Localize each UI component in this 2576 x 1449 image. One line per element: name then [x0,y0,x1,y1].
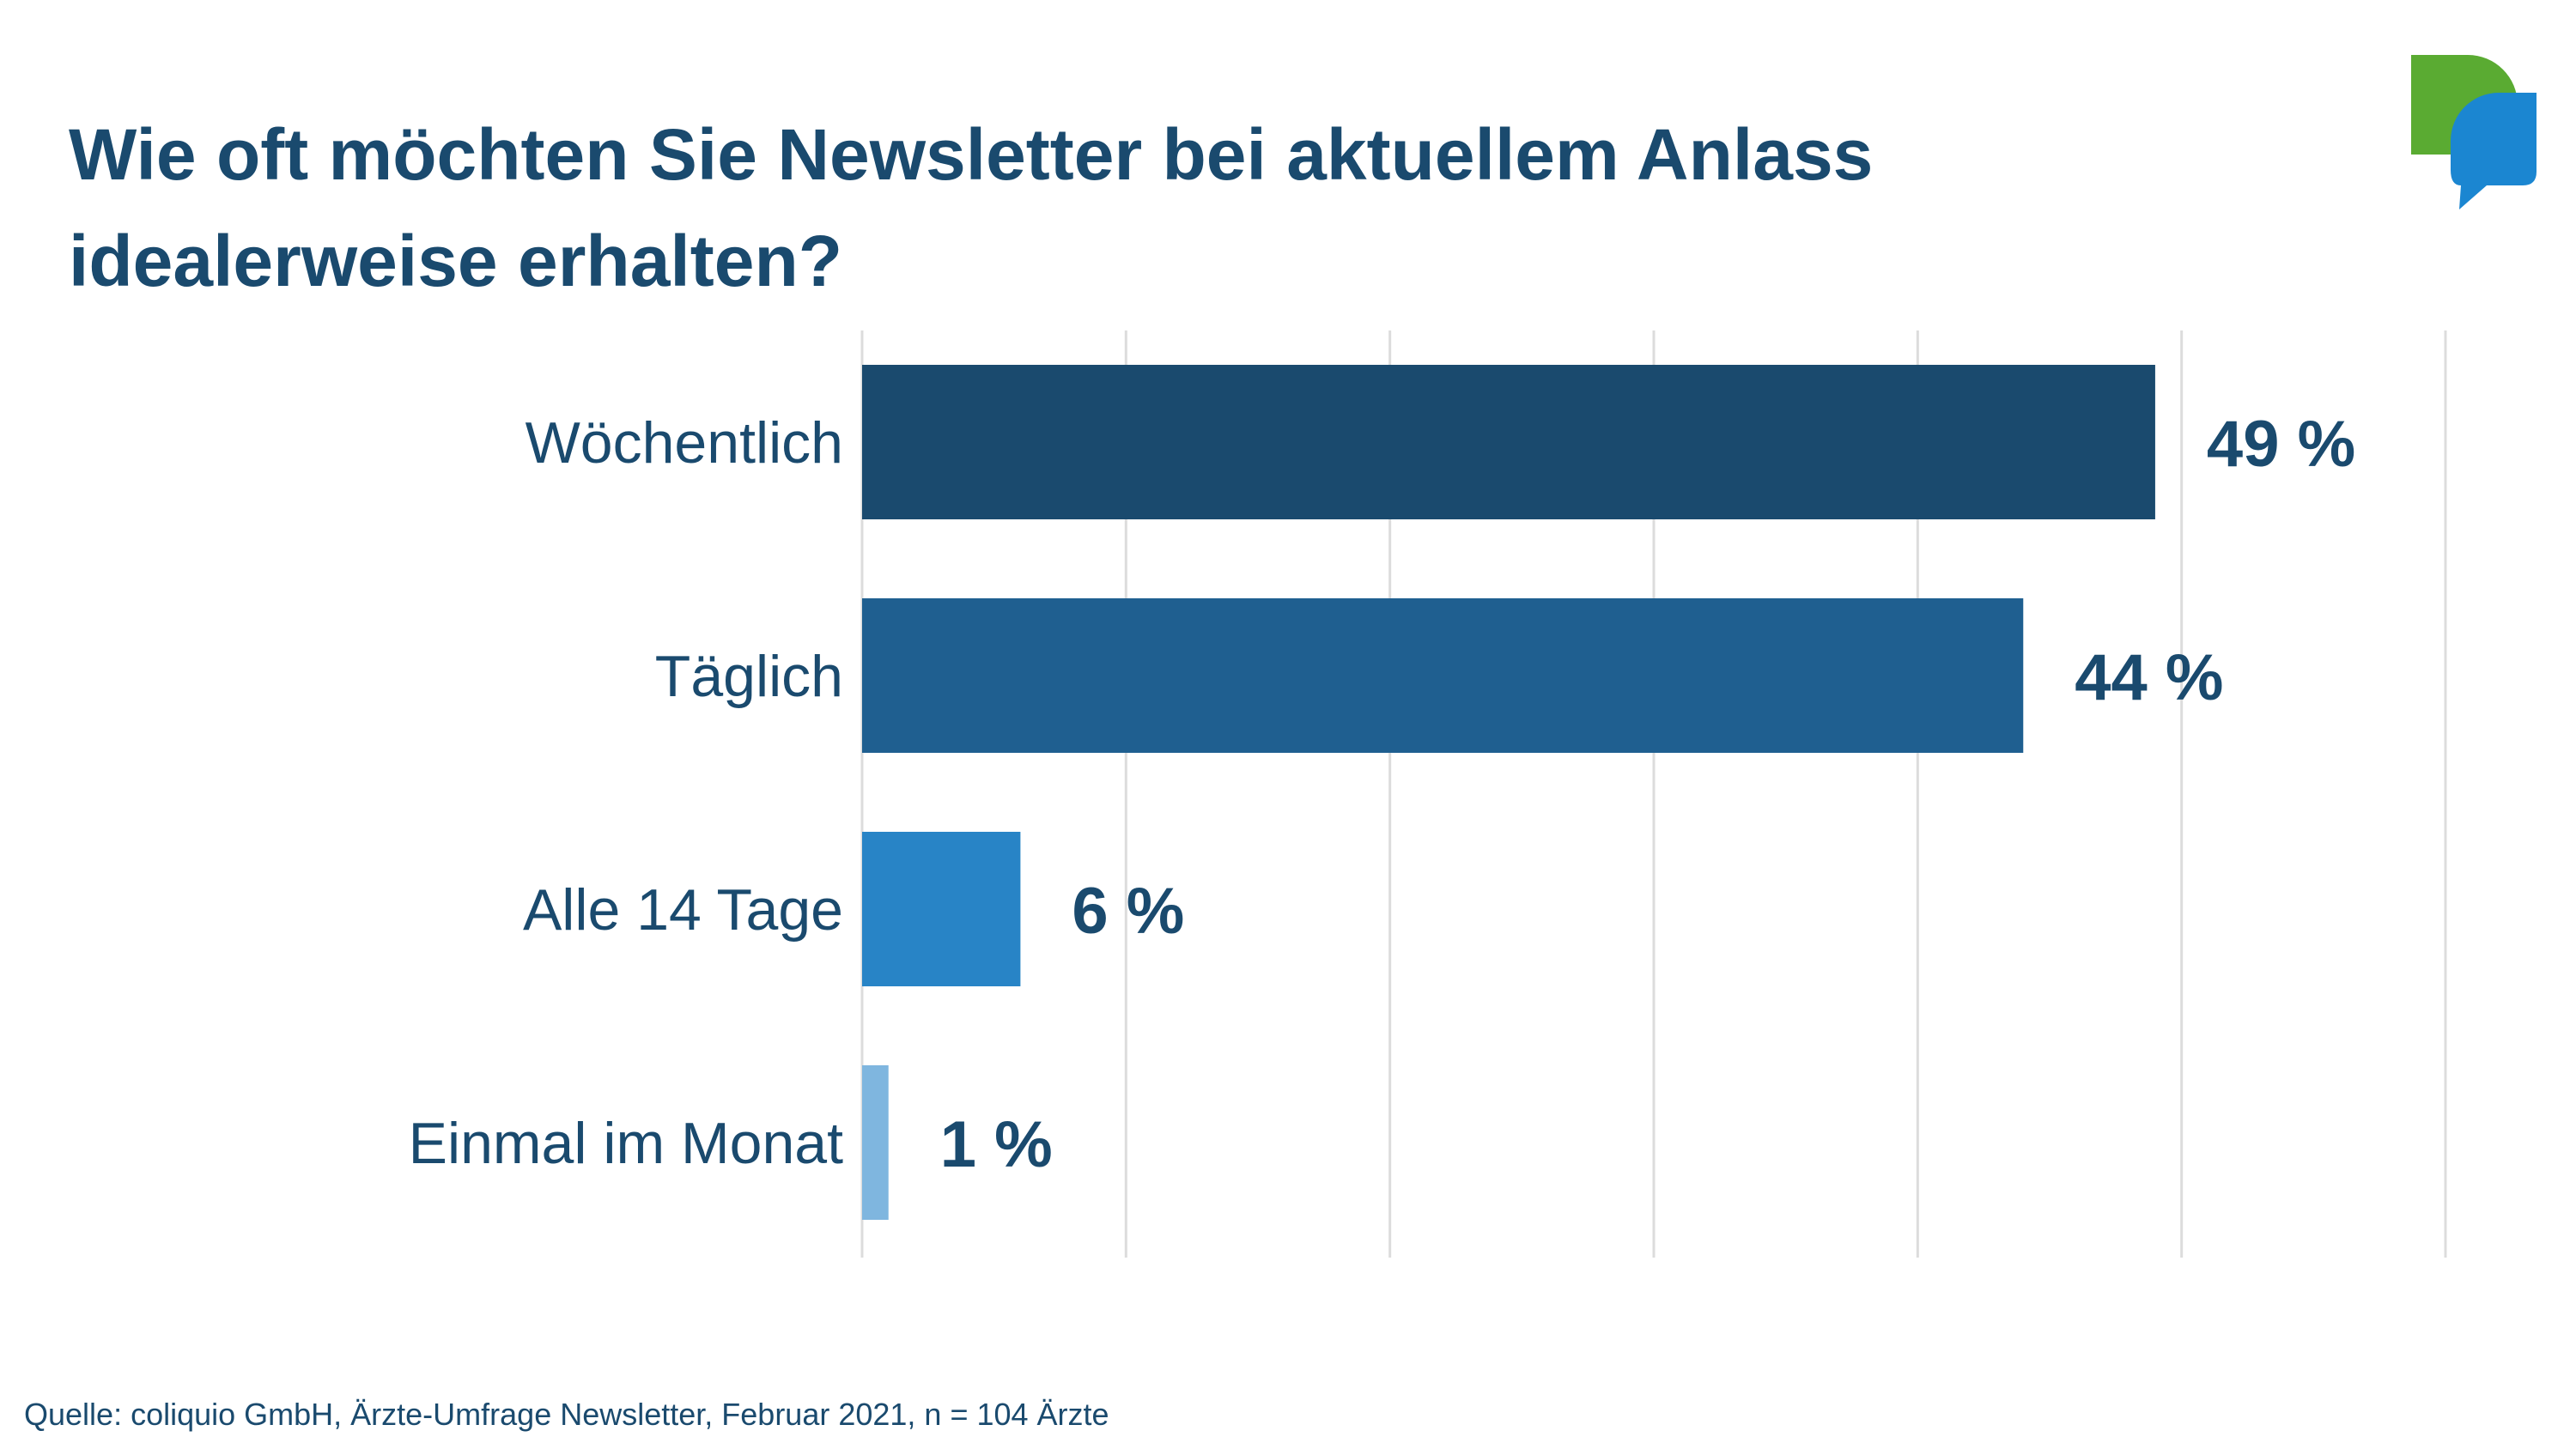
source-note: Quelle: coliquio GmbH, Ärzte-Umfrage New… [24,1397,1109,1432]
category-label: Täglich [655,644,843,709]
bar [862,832,1021,986]
category-label: Einmal im Monat [409,1111,843,1176]
value-label: 1 % [940,1108,1053,1181]
category-label: Wöchentlich [526,410,843,476]
chart-value-labels: 49 % 44 % 6 % 1 % [940,408,2355,1181]
value-label: 6 % [1072,875,1184,948]
chart-bars [862,365,2155,1220]
category-label: Alle 14 Tage [523,877,843,943]
bar [862,365,2155,519]
bar [862,598,2024,753]
value-label: 49 % [2207,408,2355,481]
speech-bubbles-logo-icon [2411,55,2537,209]
value-label: 44 % [2075,641,2223,714]
logo-blue-bubble [2451,93,2537,209]
bar [862,1065,889,1220]
chart-title: Wie oft möchten Sie Newsletter bei aktue… [69,114,1874,301]
chart-category-labels: Wöchentlich Täglich Alle 14 Tage Einmal im … [409,410,843,1176]
